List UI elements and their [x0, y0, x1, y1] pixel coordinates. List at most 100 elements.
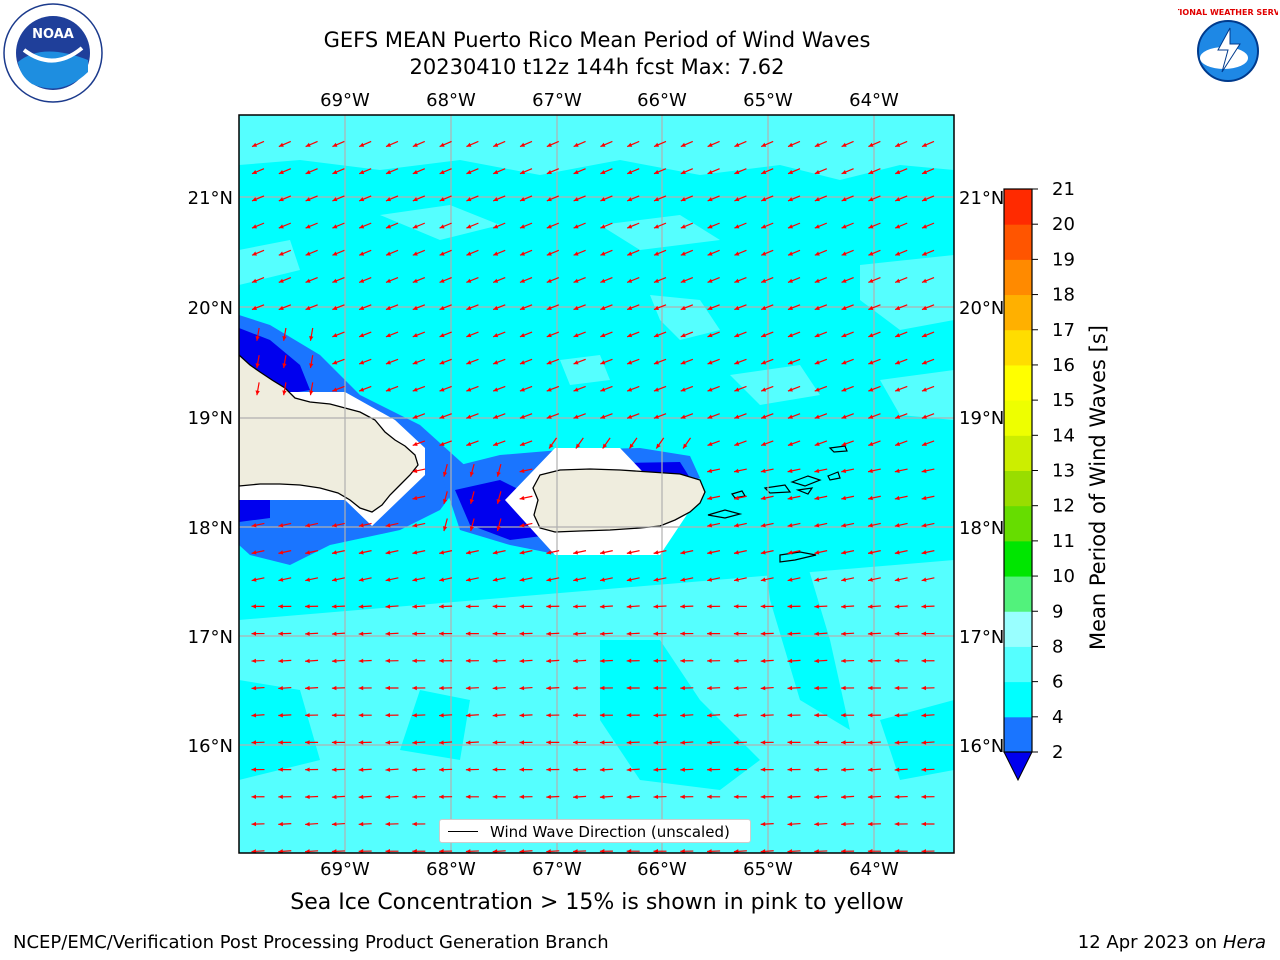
wave-arrow-head: [573, 604, 578, 609]
wave-arrow-head: [814, 577, 820, 582]
wave-arrow-head: [814, 685, 819, 691]
wave-arrow-head: [894, 577, 900, 582]
wave-arrow-head: [359, 142, 365, 147]
wave-arrow-head: [626, 794, 632, 800]
wave-arrow-head: [519, 658, 525, 664]
wave-arrow-head: [520, 197, 525, 202]
wave-arrow-head: [867, 658, 873, 664]
wave-arrow-head: [734, 495, 739, 501]
wave-arrow-head: [841, 604, 846, 609]
wave-arrow-head: [331, 631, 337, 636]
wave-arrow-head: [683, 443, 688, 449]
wave-arrow-head: [519, 360, 525, 365]
colorbar-segment: [1004, 294, 1032, 331]
wave-arrow-head: [761, 169, 767, 174]
wave-arrow-head: [814, 387, 820, 392]
wave-arrow-head: [599, 604, 605, 609]
colorbar-segment: [1004, 435, 1032, 471]
wave-arrow-head: [251, 767, 257, 772]
wave-arrow-head: [385, 224, 391, 229]
wave-arrow-head: [331, 685, 337, 691]
wave-arrow-head: [895, 414, 901, 419]
wave-arrow-head: [867, 713, 873, 718]
wave-arrow-head: [921, 495, 927, 501]
wave-arrow-head: [707, 142, 713, 147]
wave-arrow-head: [251, 604, 257, 609]
lat-label: 16°N: [188, 736, 233, 757]
wave-arrow-head: [680, 414, 686, 419]
wave-arrow-head: [305, 740, 310, 745]
small-islands: [707, 445, 848, 563]
wave-arrow-head: [573, 360, 579, 365]
wave-arrow-head: [412, 495, 418, 501]
wave-arrow-head: [841, 794, 846, 800]
lon-labels-top: 69°W 68°W 67°W 66°W 65°W 64°W: [320, 90, 899, 111]
wave-arrow-head: [519, 305, 525, 310]
wave-arrow-head: [653, 713, 659, 718]
wave-arrow-head: [493, 360, 499, 365]
wave-arrow-head: [626, 685, 632, 691]
wave-arrow-head: [573, 550, 579, 555]
wave-arrow-head: [599, 713, 605, 718]
wave-arrow-head: [787, 414, 793, 419]
wave-arrow-head: [787, 713, 793, 718]
wave-arrow-head: [600, 360, 606, 365]
legend-line-icon: [448, 831, 478, 832]
wave-arrow-head: [761, 197, 767, 202]
wave-arrow-head: [305, 849, 310, 853]
wave-arrow-head: [519, 278, 525, 283]
wave-arrow-head: [251, 224, 257, 229]
wave-arrow-head: [412, 604, 417, 609]
colorbar-tick-label: 4: [1052, 707, 1063, 728]
wave-arrow-head: [734, 305, 740, 310]
wave-arrow-head: [412, 685, 417, 691]
wave-arrow-head: [707, 550, 713, 555]
wave-arrow-head: [493, 169, 499, 174]
wave-arrow-head: [255, 390, 260, 396]
wave-arrow-head: [385, 278, 391, 283]
colorbar-tick-label: 12: [1052, 496, 1075, 517]
lat-label: 19°N: [188, 408, 233, 429]
lat-label: 21°N: [959, 188, 1004, 209]
wave-arrow-head: [787, 468, 793, 473]
wave-arrow-head: [385, 577, 391, 582]
wave-arrow-head: [412, 577, 418, 582]
colorbar-under-arrow: [1003, 751, 1033, 782]
lon-label: 67°W: [532, 90, 582, 111]
wave-arrow-head: [760, 550, 766, 555]
wave-arrow-head: [385, 821, 391, 827]
wave-arrow-head: [519, 441, 525, 446]
wave-arrow-head: [707, 414, 713, 419]
lat-label: 21°N: [188, 188, 233, 209]
wave-arrow-head: [841, 169, 847, 174]
footer-date-text: 12 Apr 2023 on: [1077, 932, 1223, 953]
wave-arrow-head: [493, 278, 499, 283]
colorbar-segment: [1004, 470, 1032, 507]
wave-arrow-head: [680, 224, 686, 229]
wave-arrow-head: [492, 767, 498, 772]
wave-arrow-head: [546, 658, 551, 664]
wave-arrow-head: [573, 305, 579, 310]
wave-arrow-head: [734, 441, 740, 446]
wave-arrow-head: [546, 685, 551, 691]
wave-arrow-head: [385, 523, 391, 528]
wave-arrow-head: [492, 794, 498, 799]
wave-arrow-head: [278, 142, 284, 147]
wave-arrow-head: [814, 169, 820, 174]
wave-arrow-head: [519, 333, 525, 338]
wave-arrow-head: [251, 713, 257, 718]
wave-arrow-head: [761, 251, 767, 256]
wave-arrow-head: [921, 251, 927, 256]
wave-arrow-head: [251, 550, 257, 555]
wave-arrow-head: [733, 604, 739, 609]
wave-arrow-head: [841, 849, 846, 853]
wave-arrow-head: [680, 577, 686, 582]
wave-arrow-head: [707, 577, 713, 582]
wave-arrow-head: [599, 767, 605, 772]
wave-arrow-head: [787, 251, 793, 256]
wave-arrow-head: [469, 471, 474, 477]
wave-arrow-head: [278, 658, 283, 664]
wave-arrow-head: [868, 523, 873, 528]
wave-arrow-head: [492, 604, 498, 609]
wave-arrow-head: [841, 224, 847, 229]
